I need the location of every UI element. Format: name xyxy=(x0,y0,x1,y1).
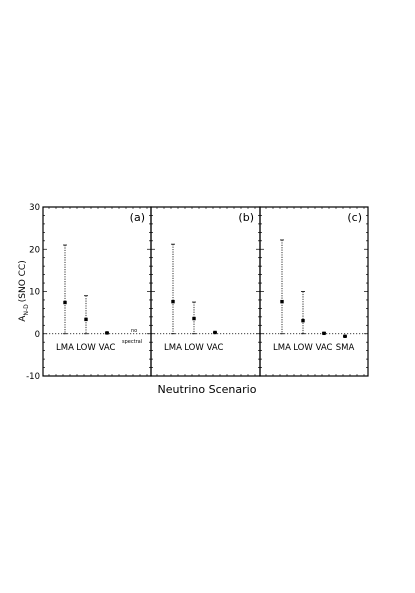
category-label: LMA xyxy=(56,343,74,353)
category-label: LOW xyxy=(76,343,96,353)
data-point xyxy=(63,300,67,305)
y-axis-label-main: A xyxy=(18,315,28,322)
y-tick-label: 10 xyxy=(29,288,40,298)
panel-1: (a) LMA LOW VAC xyxy=(42,206,152,377)
category-label: LOW xyxy=(184,343,204,353)
y-axis-label-paren: (SNO CC) xyxy=(18,260,28,302)
data-point xyxy=(171,299,175,304)
category-label: VAC xyxy=(316,343,333,353)
y-axis-label-sub: N-D xyxy=(23,304,30,316)
data-point xyxy=(322,331,326,336)
data-point xyxy=(192,316,196,321)
y-axis: 30 20 10 0 -10 xyxy=(26,203,40,382)
y-tick-label: 30 xyxy=(29,203,40,213)
panel-label: (b) xyxy=(238,211,254,224)
category-label: LOW xyxy=(293,343,313,353)
annotation-line2: spectral xyxy=(122,339,142,345)
category-label: LMA xyxy=(164,343,182,353)
y-tick-label: 20 xyxy=(29,245,40,255)
category-label: VAC xyxy=(99,343,116,353)
y-tick-label: -10 xyxy=(26,372,40,382)
category-label: VAC xyxy=(207,343,224,353)
data-point xyxy=(301,318,305,323)
data-point xyxy=(84,317,88,322)
y-tick-label: 0 xyxy=(35,330,40,340)
category-label: LMA xyxy=(273,343,291,353)
data-point xyxy=(280,299,284,304)
panels-group: (a)LMA LOW VAC(b)LMA LOW VAC(c)LMA LOW VAC SMA xyxy=(42,206,369,377)
panel-label: (c) xyxy=(347,211,362,224)
panel-3: (c) LMA LOW VAC SMA xyxy=(259,206,369,377)
data-point xyxy=(105,331,109,335)
data-point xyxy=(213,330,217,335)
annotation-line1: no xyxy=(131,328,137,334)
panel-2: (b) LMA LOW VAC xyxy=(150,206,261,377)
data-point xyxy=(343,334,347,338)
panel-label: (a) xyxy=(130,211,145,224)
x-axis-label: Neutrino Scenario xyxy=(158,383,257,396)
category-label: SMA xyxy=(336,343,355,353)
y-axis-label: AN-D (SNO CC) xyxy=(18,260,30,321)
